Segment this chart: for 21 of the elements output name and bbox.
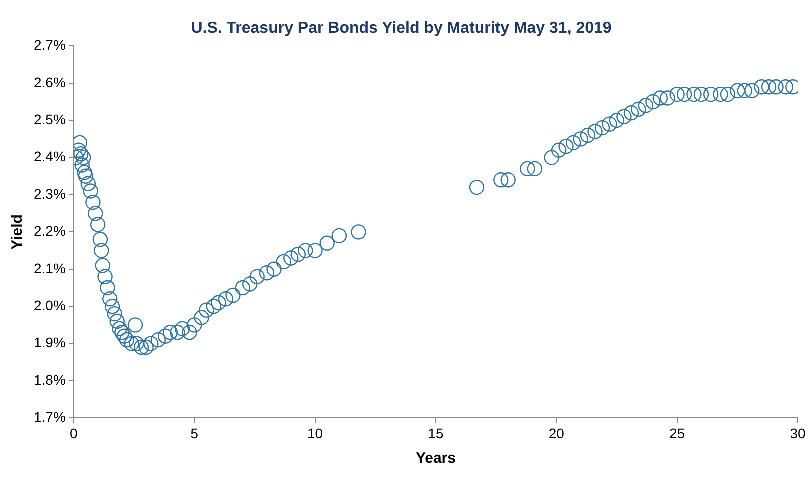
y-tick-label: 2.5% bbox=[34, 111, 66, 128]
y-tick-label: 1.9% bbox=[34, 334, 66, 351]
x-tick-label: 0 bbox=[70, 425, 78, 442]
x-tick-label: 25 bbox=[670, 425, 686, 442]
y-tick-label: 2.4% bbox=[34, 148, 66, 165]
x-tick-label: 20 bbox=[548, 425, 565, 442]
x-tick-label: 30 bbox=[790, 425, 806, 442]
x-axis-title: Years bbox=[416, 450, 456, 468]
y-tick-label: 2.3% bbox=[34, 186, 66, 202]
x-tick-label: 5 bbox=[190, 425, 199, 442]
y-tick-label: 2.7% bbox=[34, 37, 66, 54]
y-axis-title: Yield bbox=[9, 214, 26, 250]
chart-title: U.S. Treasury Par Bonds Yield by Maturity May 31, 2019 bbox=[191, 20, 612, 38]
x-tick-label: 15 bbox=[428, 425, 444, 442]
y-tick-label: 2.1% bbox=[34, 260, 66, 276]
y-tick-label: 1.7% bbox=[34, 409, 66, 426]
y-tick-label: 2.0% bbox=[34, 297, 66, 314]
y-tick-label: 2.6% bbox=[34, 74, 66, 90]
x-tick-label: 10 bbox=[307, 425, 324, 442]
y-tick-label: 2.2% bbox=[34, 223, 66, 240]
y-tick-label: 1.8% bbox=[34, 372, 66, 388]
